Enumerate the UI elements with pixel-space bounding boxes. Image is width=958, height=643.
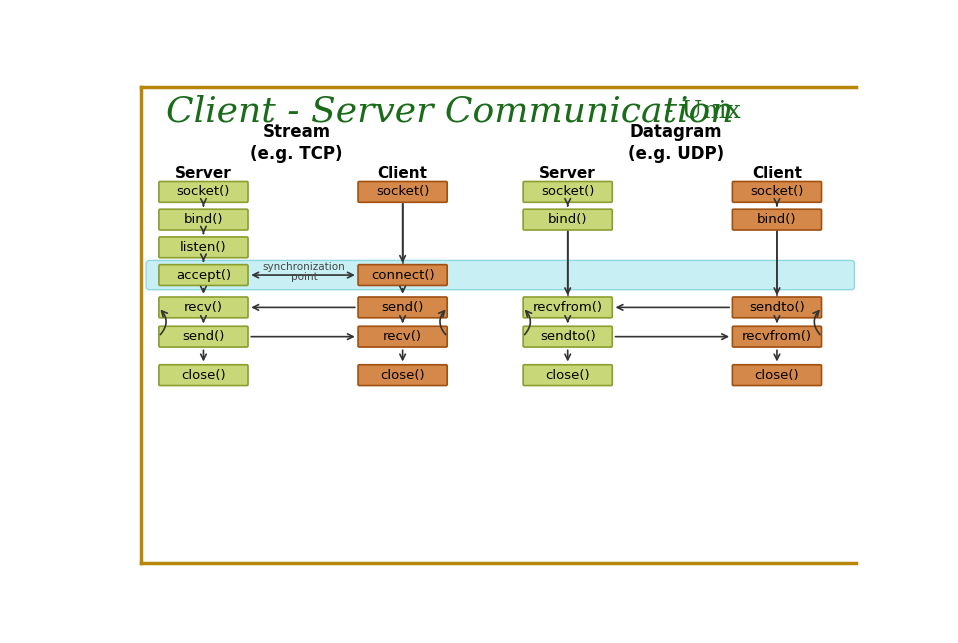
FancyBboxPatch shape — [358, 265, 447, 285]
FancyBboxPatch shape — [732, 297, 822, 318]
Text: - Unix: - Unix — [657, 100, 741, 123]
Text: Client: Client — [377, 166, 427, 181]
Text: socket(): socket() — [177, 185, 230, 199]
Text: synchronization: synchronization — [262, 262, 346, 273]
Text: close(): close() — [545, 368, 590, 382]
FancyBboxPatch shape — [159, 265, 248, 285]
Text: socket(): socket() — [376, 185, 429, 199]
Text: recv(): recv() — [383, 330, 422, 343]
FancyBboxPatch shape — [732, 326, 822, 347]
Text: bind(): bind() — [184, 213, 223, 226]
FancyBboxPatch shape — [523, 326, 612, 347]
FancyBboxPatch shape — [523, 297, 612, 318]
Text: close(): close() — [755, 368, 799, 382]
Text: Server: Server — [539, 166, 596, 181]
Text: bind(): bind() — [548, 213, 587, 226]
Text: recvfrom(): recvfrom() — [533, 301, 603, 314]
FancyBboxPatch shape — [358, 365, 447, 386]
FancyBboxPatch shape — [732, 181, 822, 203]
Text: Stream
(e.g. TCP): Stream (e.g. TCP) — [250, 123, 343, 163]
Text: Datagram
(e.g. UDP): Datagram (e.g. UDP) — [628, 123, 724, 163]
FancyBboxPatch shape — [358, 297, 447, 318]
Text: send(): send() — [381, 301, 423, 314]
FancyBboxPatch shape — [732, 209, 822, 230]
Text: bind(): bind() — [757, 213, 797, 226]
FancyBboxPatch shape — [732, 365, 822, 386]
FancyBboxPatch shape — [159, 297, 248, 318]
Text: close(): close() — [181, 368, 226, 382]
Text: sendto(): sendto() — [539, 330, 596, 343]
Text: send(): send() — [182, 330, 224, 343]
Text: socket(): socket() — [750, 185, 804, 199]
FancyBboxPatch shape — [159, 237, 248, 258]
FancyBboxPatch shape — [159, 181, 248, 203]
FancyBboxPatch shape — [358, 326, 447, 347]
FancyBboxPatch shape — [523, 209, 612, 230]
Text: recvfrom(): recvfrom() — [741, 330, 812, 343]
FancyBboxPatch shape — [159, 326, 248, 347]
Text: Server: Server — [175, 166, 232, 181]
Text: connect(): connect() — [371, 269, 434, 282]
Text: point: point — [291, 271, 317, 282]
FancyBboxPatch shape — [159, 209, 248, 230]
Text: close(): close() — [380, 368, 425, 382]
Text: Client: Client — [752, 166, 802, 181]
FancyBboxPatch shape — [358, 181, 447, 203]
Text: sendto(): sendto() — [749, 301, 805, 314]
FancyBboxPatch shape — [147, 260, 855, 290]
Text: listen(): listen() — [180, 241, 227, 254]
FancyBboxPatch shape — [523, 181, 612, 203]
FancyBboxPatch shape — [159, 365, 248, 386]
Text: recv(): recv() — [184, 301, 223, 314]
Text: Client - Server Communication: Client - Server Communication — [167, 95, 734, 129]
Text: socket(): socket() — [541, 185, 594, 199]
FancyBboxPatch shape — [523, 365, 612, 386]
Text: accept(): accept() — [176, 269, 231, 282]
